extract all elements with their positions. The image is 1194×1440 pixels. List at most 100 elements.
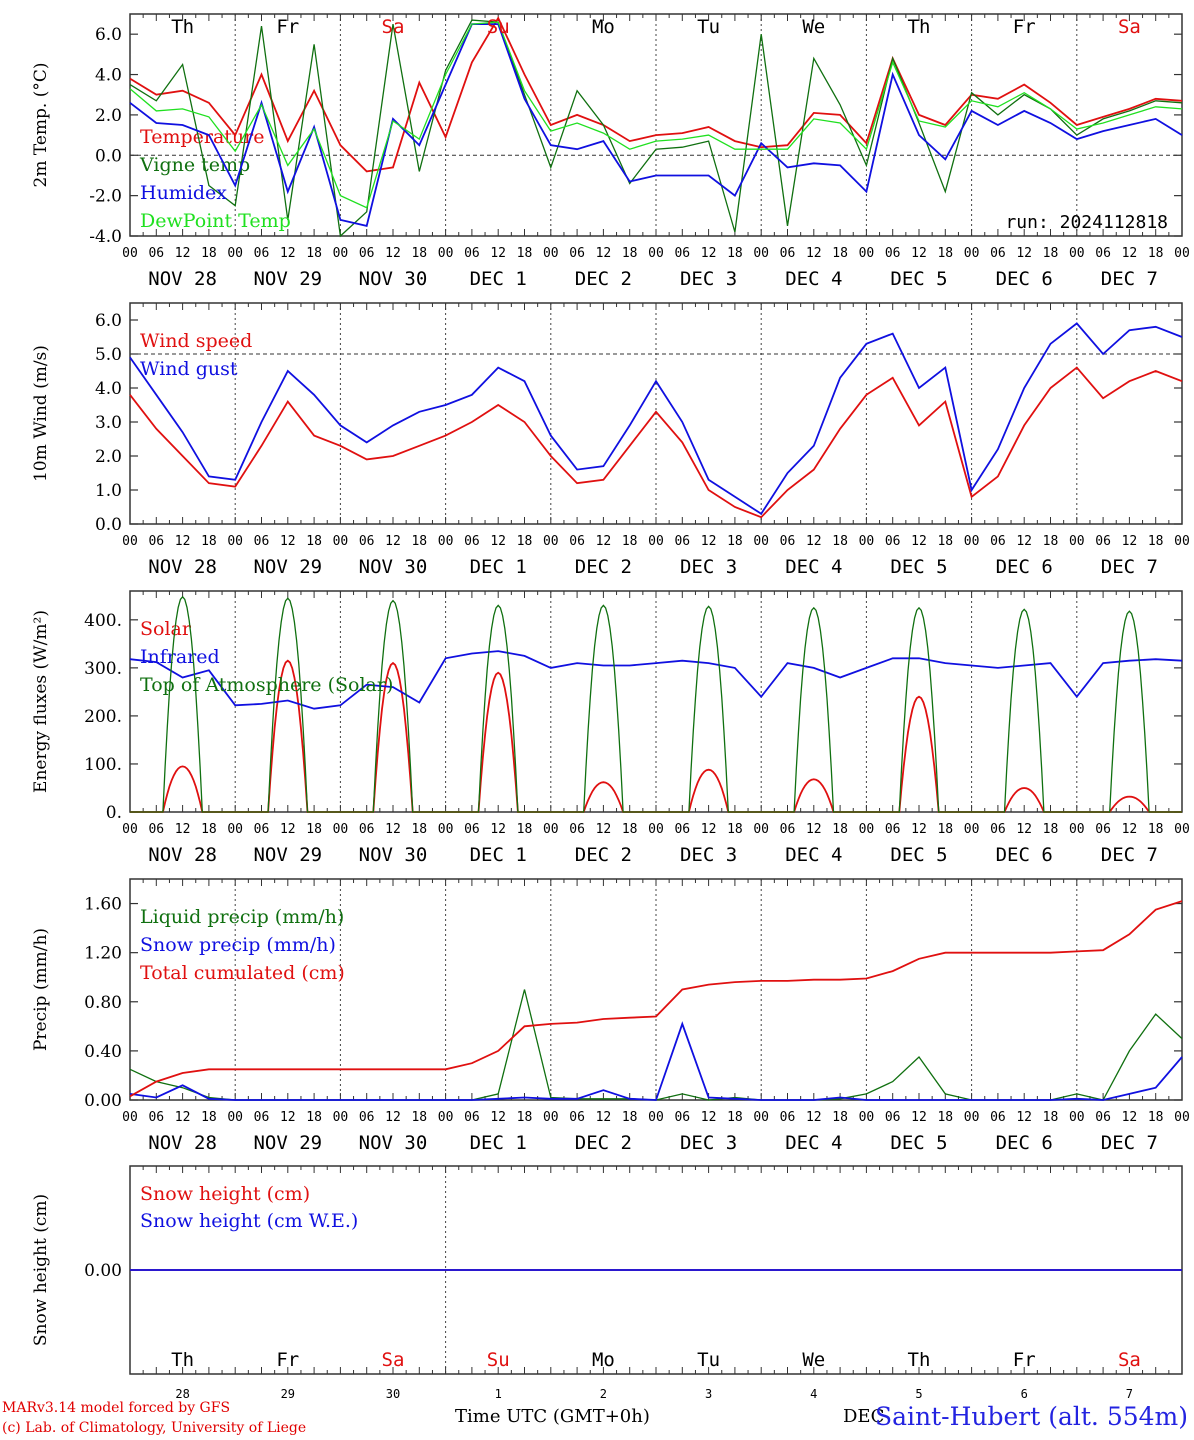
date-label: NOV 29 — [253, 1132, 322, 1154]
day-of-week-label: We — [802, 16, 825, 38]
y-tick-label: 6.0 — [95, 311, 122, 331]
hour-label: 18 — [411, 822, 427, 837]
hour-label: 12 — [175, 246, 191, 261]
hour-label: 06 — [254, 534, 270, 549]
hour-label: 18 — [937, 822, 953, 837]
hour-label: 18 — [1148, 822, 1164, 837]
date-label: DEC 1 — [470, 1132, 527, 1154]
y-tick-label: 5.0 — [95, 345, 122, 365]
hour-label: 00 — [753, 534, 769, 549]
hour-label: 06 — [254, 1110, 270, 1125]
hour-label: 18 — [306, 246, 322, 261]
hour-label: 12 — [701, 822, 717, 837]
day-number-label: 6 — [1021, 1387, 1028, 1401]
date-label: DEC 6 — [996, 844, 1053, 866]
day-of-week-label: Th — [908, 16, 931, 38]
hour-label: 00 — [333, 246, 349, 261]
hour-label: 06 — [569, 1110, 585, 1125]
y-tick-label: 400. — [84, 611, 122, 631]
hour-label: 06 — [148, 246, 164, 261]
hour-label: 00 — [227, 246, 243, 261]
y-axis-label: 10m Wind (m/s) — [31, 345, 51, 482]
hour-label: 06 — [1095, 534, 1111, 549]
hour-label: 06 — [674, 246, 690, 261]
hour-label: 00 — [227, 822, 243, 837]
y-tick-label: 4.0 — [95, 66, 122, 86]
hour-label: 18 — [201, 822, 217, 837]
y-axis-label: Snow height (cm) — [31, 1194, 51, 1346]
hour-label: 12 — [385, 822, 401, 837]
hour-label: 00 — [753, 246, 769, 261]
hour-label: 00 — [648, 534, 664, 549]
date-label: DEC 7 — [1101, 556, 1158, 578]
hour-label: 06 — [359, 534, 375, 549]
hour-label: 18 — [517, 822, 533, 837]
hour-label: 06 — [1095, 822, 1111, 837]
hour-label: 12 — [806, 534, 822, 549]
date-label: DEC 3 — [680, 268, 737, 290]
hour-label: 00 — [1069, 1110, 1085, 1125]
legend-entry: Top of Atmosphere (Solar) — [140, 674, 393, 696]
hour-label: 12 — [280, 534, 296, 549]
y-tick-label: 100. — [84, 755, 122, 775]
hour-label: 12 — [280, 822, 296, 837]
y-tick-label: 0.00 — [84, 1091, 122, 1111]
hour-label: 06 — [780, 534, 796, 549]
hour-label: 12 — [490, 534, 506, 549]
hour-label: 00 — [1069, 246, 1085, 261]
date-label: NOV 28 — [148, 1132, 217, 1154]
hour-label: 18 — [937, 534, 953, 549]
day-of-week-label: Tu — [697, 1349, 720, 1371]
day-of-week-label: Fr — [276, 16, 299, 38]
hour-label: 18 — [832, 822, 848, 837]
hour-label: 06 — [990, 822, 1006, 837]
hour-label: 12 — [701, 1110, 717, 1125]
hour-label: 06 — [780, 246, 796, 261]
hour-label: 12 — [490, 1110, 506, 1125]
series-line-temperature — [129, 16, 1183, 173]
legend-entry: Snow height (cm) — [140, 1183, 310, 1205]
day-of-week-label: Su — [487, 16, 510, 38]
hour-label: 00 — [122, 822, 138, 837]
series-line-vigne-temp — [129, 19, 1183, 238]
day-number-label: 4 — [810, 1387, 817, 1401]
date-label: NOV 28 — [148, 268, 217, 290]
hour-label: 06 — [148, 534, 164, 549]
series-line-humidex — [129, 23, 1183, 227]
date-label: DEC 4 — [785, 556, 842, 578]
day-of-week-label: Mo — [592, 1349, 615, 1371]
hour-label: 00 — [1069, 534, 1085, 549]
date-label: DEC 6 — [996, 1132, 1053, 1154]
time-axis-label: Time UTC (GMT+0h) — [455, 1406, 650, 1427]
hour-label: 18 — [201, 1110, 217, 1125]
y-tick-label: 3.0 — [95, 413, 122, 433]
series-line-wind-speed — [129, 366, 1183, 519]
hour-label: 12 — [701, 534, 717, 549]
series-line-wind-gust — [129, 322, 1183, 516]
series-line-snow-precip-mm-h- — [129, 1021, 1183, 1101]
day-of-week-label: Sa — [382, 16, 405, 38]
y-tick-label: 300. — [84, 659, 122, 679]
hour-label: 18 — [622, 246, 638, 261]
date-label: DEC 4 — [785, 1132, 842, 1154]
hour-label: 18 — [727, 534, 743, 549]
y-tick-label: 200. — [84, 707, 122, 727]
date-label: DEC 6 — [996, 268, 1053, 290]
legend-entry: Vigne temp — [139, 154, 250, 176]
hour-label: 00 — [1174, 246, 1190, 261]
month-label: DEC — [843, 1406, 885, 1427]
hour-label: 06 — [780, 822, 796, 837]
date-label: NOV 29 — [253, 268, 322, 290]
hour-label: 18 — [622, 822, 638, 837]
hour-label: 18 — [1043, 822, 1059, 837]
hour-label: 18 — [201, 534, 217, 549]
y-tick-label: 1.20 — [84, 944, 122, 964]
hour-label: 18 — [1148, 246, 1164, 261]
day-of-week-label: Mo — [592, 16, 615, 38]
hour-label: 06 — [674, 534, 690, 549]
y-axis-label: Precip (mm/h) — [31, 928, 51, 1051]
hour-label: 00 — [122, 1110, 138, 1125]
hour-label: 06 — [990, 1110, 1006, 1125]
hour-label: 00 — [1069, 822, 1085, 837]
hour-label: 18 — [1043, 534, 1059, 549]
